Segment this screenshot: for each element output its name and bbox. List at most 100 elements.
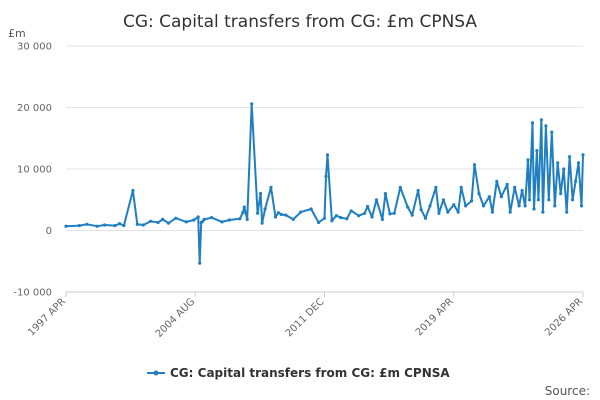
data-point[interactable] — [198, 261, 202, 265]
data-point[interactable] — [490, 210, 494, 214]
data-point[interactable] — [535, 149, 539, 153]
data-point[interactable] — [581, 153, 585, 157]
data-point[interactable] — [562, 167, 566, 171]
data-point[interactable] — [339, 216, 343, 220]
data-point[interactable] — [568, 155, 572, 159]
data-point[interactable] — [532, 207, 536, 211]
data-point[interactable] — [149, 219, 153, 223]
data-point[interactable] — [85, 222, 89, 226]
data-point[interactable] — [273, 215, 278, 219]
legend[interactable]: CG: Capital transfers from CG: £m CPNSA — [147, 366, 450, 380]
data-point[interactable] — [541, 210, 545, 214]
data-point[interactable] — [539, 118, 544, 122]
data-point[interactable] — [309, 207, 313, 211]
data-point[interactable] — [363, 211, 367, 215]
data-point[interactable] — [227, 218, 231, 222]
data-point[interactable] — [220, 220, 224, 224]
data-point[interactable] — [464, 204, 468, 208]
data-point[interactable] — [495, 179, 499, 183]
data-point[interactable] — [276, 211, 280, 215]
data-point[interactable] — [370, 215, 374, 219]
data-point[interactable] — [141, 223, 145, 227]
data-point[interactable] — [459, 185, 463, 189]
data-point[interactable] — [131, 188, 135, 193]
data-point[interactable] — [250, 102, 254, 106]
data-point[interactable] — [437, 211, 441, 215]
data-point[interactable] — [256, 211, 260, 215]
data-point[interactable] — [517, 204, 521, 208]
data-point[interactable] — [505, 182, 509, 186]
data-point[interactable] — [550, 130, 554, 134]
data-point[interactable] — [324, 174, 328, 178]
data-point[interactable] — [77, 224, 81, 228]
data-point[interactable] — [556, 161, 560, 165]
data-point[interactable] — [388, 212, 392, 216]
data-point[interactable] — [357, 214, 361, 218]
data-point[interactable] — [536, 198, 541, 202]
data-point[interactable] — [419, 208, 423, 212]
data-point[interactable] — [192, 218, 196, 222]
data-point[interactable] — [299, 210, 303, 214]
data-point[interactable] — [210, 216, 214, 220]
data-point[interactable] — [374, 198, 379, 202]
data-point[interactable] — [513, 185, 517, 189]
data-point[interactable] — [423, 216, 428, 220]
data-point[interactable] — [260, 221, 264, 225]
data-point[interactable] — [383, 192, 387, 196]
data-point[interactable] — [95, 224, 99, 228]
data-point[interactable] — [446, 210, 450, 214]
data-point[interactable] — [366, 204, 370, 209]
data-point[interactable] — [487, 195, 491, 199]
data-point[interactable] — [416, 188, 420, 193]
data-point[interactable] — [410, 213, 414, 217]
data-point[interactable] — [161, 217, 165, 221]
data-point[interactable] — [174, 216, 178, 220]
data-point[interactable] — [544, 124, 548, 128]
data-point[interactable] — [113, 224, 117, 228]
data-point[interactable] — [547, 198, 551, 202]
data-point[interactable] — [530, 121, 535, 125]
data-point[interactable] — [559, 192, 563, 196]
data-point[interactable] — [565, 210, 569, 214]
data-point[interactable] — [317, 220, 321, 225]
data-point[interactable] — [291, 217, 295, 221]
data-point[interactable] — [64, 224, 68, 228]
data-point[interactable] — [477, 192, 481, 196]
data-point[interactable] — [166, 221, 171, 225]
data-point[interactable] — [122, 224, 126, 228]
data-point[interactable] — [259, 192, 263, 196]
data-point[interactable] — [452, 203, 456, 207]
data-point[interactable] — [349, 209, 353, 213]
data-point[interactable] — [242, 205, 246, 209]
data-point[interactable] — [520, 188, 524, 193]
data-point[interactable] — [279, 212, 283, 217]
data-point[interactable] — [527, 198, 532, 202]
data-point[interactable] — [472, 163, 477, 167]
data-point[interactable] — [117, 222, 122, 226]
data-point[interactable] — [103, 223, 107, 227]
data-point[interactable] — [196, 215, 200, 219]
data-point[interactable] — [202, 217, 206, 221]
data-point[interactable] — [441, 198, 445, 202]
data-point[interactable] — [571, 198, 575, 202]
data-point[interactable] — [579, 204, 584, 208]
data-point[interactable] — [135, 222, 139, 226]
data-point[interactable] — [330, 219, 334, 223]
data-point[interactable] — [499, 195, 503, 199]
data-point[interactable] — [184, 220, 188, 224]
data-point[interactable] — [322, 216, 327, 220]
data-point[interactable] — [269, 185, 273, 189]
data-point[interactable] — [325, 153, 330, 157]
data-point[interactable] — [456, 210, 460, 214]
data-point[interactable] — [156, 220, 160, 225]
data-point[interactable] — [238, 217, 242, 221]
data-point[interactable] — [284, 213, 288, 217]
data-point[interactable] — [481, 204, 486, 208]
data-point[interactable] — [398, 185, 402, 189]
data-point[interactable] — [334, 214, 338, 218]
data-point[interactable] — [380, 217, 384, 221]
data-point[interactable] — [470, 199, 474, 203]
data-point[interactable] — [263, 207, 267, 211]
data-point[interactable] — [241, 211, 245, 215]
data-point[interactable] — [392, 211, 396, 215]
